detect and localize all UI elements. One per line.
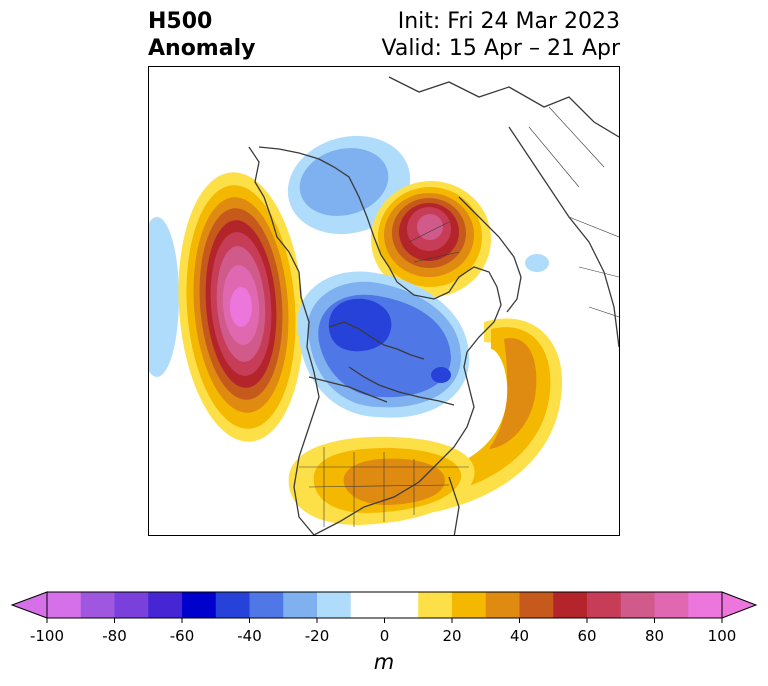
colorbar-tick-label: 40 <box>509 627 530 645</box>
colorbar-tick-label: 60 <box>577 627 597 645</box>
colorbar-segment <box>148 592 183 618</box>
colorbar-segment <box>80 592 115 618</box>
colorbar-segment <box>350 592 419 618</box>
colorbar-segment <box>519 592 554 618</box>
map-panel <box>148 66 620 536</box>
title-variable: H500 <box>148 9 213 34</box>
colorbar-tick-label: 0 <box>379 627 390 645</box>
colorbar-segment <box>620 592 655 618</box>
colorbar-segment <box>485 592 520 618</box>
political-borders <box>299 106 619 527</box>
colorbar-tick-label: 20 <box>442 627 462 645</box>
colorbar-tick-label: -100 <box>29 627 65 645</box>
anomaly-blob-west-ridge <box>178 172 304 442</box>
colorbar-segment <box>654 592 689 618</box>
coastlines <box>248 76 619 535</box>
colorbar <box>10 591 758 623</box>
colorbar-segment <box>215 592 250 618</box>
title-field: Anomaly <box>148 36 256 61</box>
colorbar-tick-label: -20 <box>304 627 330 645</box>
colorbar-segment <box>587 592 622 618</box>
valid-range: Valid: 15 Apr – 21 Apr <box>381 36 621 61</box>
colorbar-segment <box>249 592 284 618</box>
anomaly-map <box>149 76 619 535</box>
anomaly-blob-atlantic-ridge <box>399 318 563 517</box>
colorbar-segment <box>283 592 318 618</box>
colorbar-segment <box>418 592 453 618</box>
colorbar-tick-label: 100 <box>707 627 737 645</box>
colorbar-units-label: m <box>373 650 395 674</box>
colorbar-tick-label: -80 <box>102 627 127 645</box>
colorbar-segment <box>452 592 487 618</box>
colorbar-segment <box>182 592 217 618</box>
colorbar-segment <box>553 592 588 618</box>
anomaly-blob-pacific-negative <box>149 217 179 377</box>
anomaly-blob-scandinavia-ridge <box>371 181 491 297</box>
colorbar-tick-label: -40 <box>237 627 262 645</box>
colorbar-segment <box>47 592 82 618</box>
colorbar-over-arrow <box>721 591 758 619</box>
anomaly-blob-us-ridge <box>288 436 475 525</box>
colorbar-tick-label: 80 <box>644 627 665 645</box>
chart-title-right: Init: Fri 24 Mar 2023 Valid: 15 Apr – 21… <box>382 8 621 62</box>
init-date: Init: Fri 24 Mar 2023 <box>397 9 620 34</box>
chart-title-left: H500 Anomaly <box>148 8 255 62</box>
colorbar-tick-label: -60 <box>169 627 195 645</box>
colorbar-under-arrow <box>10 591 48 619</box>
colorbar-segment <box>688 592 723 618</box>
colorbar-segment <box>317 592 352 618</box>
anomaly-blob-asia-small-negative <box>525 254 549 272</box>
colorbar-segment <box>114 592 149 618</box>
